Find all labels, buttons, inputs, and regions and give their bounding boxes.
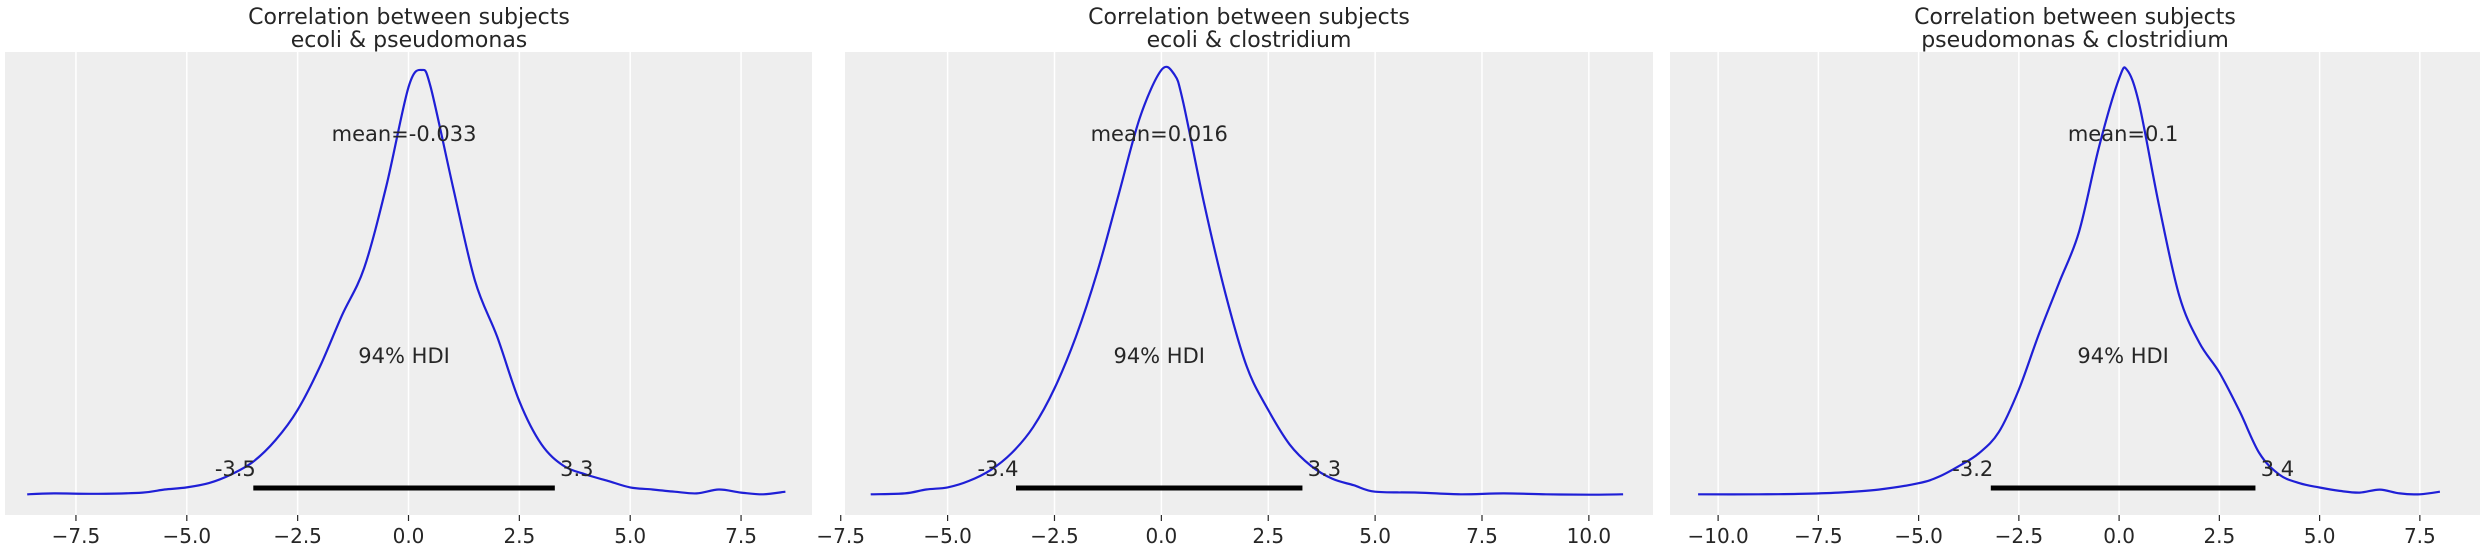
x-tick-label-3-0: −10.0 [1687,524,1748,548]
density-line-3 [1698,66,2441,496]
mean-label-1: mean=-0.033 [332,122,477,146]
hdi-high-label-2: 3.3 [1308,457,1341,481]
x-tick-label-3-4: 0.0 [2103,524,2135,548]
chart-panel-1: Correlation between subjects ecoli & pse… [5,5,812,548]
chart-subtitle-1: ecoli & pseudomonas [291,28,528,53]
hdi-high-label-3: 3.4 [2261,457,2294,481]
mean-label-3: mean=0.1 [2068,122,2179,146]
x-tick-label-2-7: 10.0 [1567,524,1612,548]
chart-subtitle-3: pseudomonas & clostridium [1921,28,2229,53]
density-line-2 [870,65,1624,496]
plot-area-3 [1670,52,2480,515]
chart-title-2: Correlation between subjects [1088,5,1410,30]
x-tick-label-2-1: −5.0 [923,524,972,548]
x-tick-label-1-2: −2.5 [273,524,322,548]
x-tick-label-2-0: −7.5 [816,524,865,548]
x-tick-label-2-5: 5.0 [1359,524,1391,548]
x-tick-label-3-6: 5.0 [2304,524,2336,548]
x-tick-label-3-7: 7.5 [2404,524,2436,548]
hdi-low-label-1: -3.5 [215,457,256,481]
hdi-high-label-1: 3.3 [560,457,593,481]
hdi-low-label-2: -3.4 [978,457,1019,481]
x-tick-label-2-6: 7.5 [1466,524,1498,548]
x-tick-label-3-5: 2.5 [2203,524,2235,548]
x-tick-label-3-3: −2.5 [1995,524,2044,548]
hdi-label-1: 94% HDI [358,344,450,368]
x-tick-label-1-1: −5.0 [163,524,212,548]
chart-panel-2: Correlation between subjects ecoli & clo… [816,5,1653,548]
x-tick-label-1-3: 0.0 [393,524,425,548]
x-tick-label-1-0: −7.5 [52,524,101,548]
hdi-label-3: 94% HDI [2077,344,2169,368]
density-line-1 [27,68,786,496]
x-tick-label-1-4: 2.5 [503,524,535,548]
x-tick-label-2-3: 0.0 [1145,524,1177,548]
chart-subtitle-2: ecoli & clostridium [1147,28,1352,53]
hdi-low-label-3: -3.2 [1952,457,1993,481]
x-tick-label-3-1: −7.5 [1794,524,1843,548]
x-tick-label-1-5: 5.0 [614,524,646,548]
plot-area-2 [845,52,1653,515]
mean-label-2: mean=0.016 [1091,122,1228,146]
hdi-label-2: 94% HDI [1113,344,1205,368]
x-tick-label-2-4: 2.5 [1252,524,1284,548]
x-tick-label-2-2: −2.5 [1030,524,1079,548]
chart-title-3: Correlation between subjects [1914,5,2236,30]
chart-panel-3: Correlation between subjects pseudomonas… [1670,5,2480,548]
chart-title-1: Correlation between subjects [248,5,570,30]
x-tick-label-3-2: −5.0 [1894,524,1943,548]
x-tick-label-1-6: 7.5 [725,524,757,548]
